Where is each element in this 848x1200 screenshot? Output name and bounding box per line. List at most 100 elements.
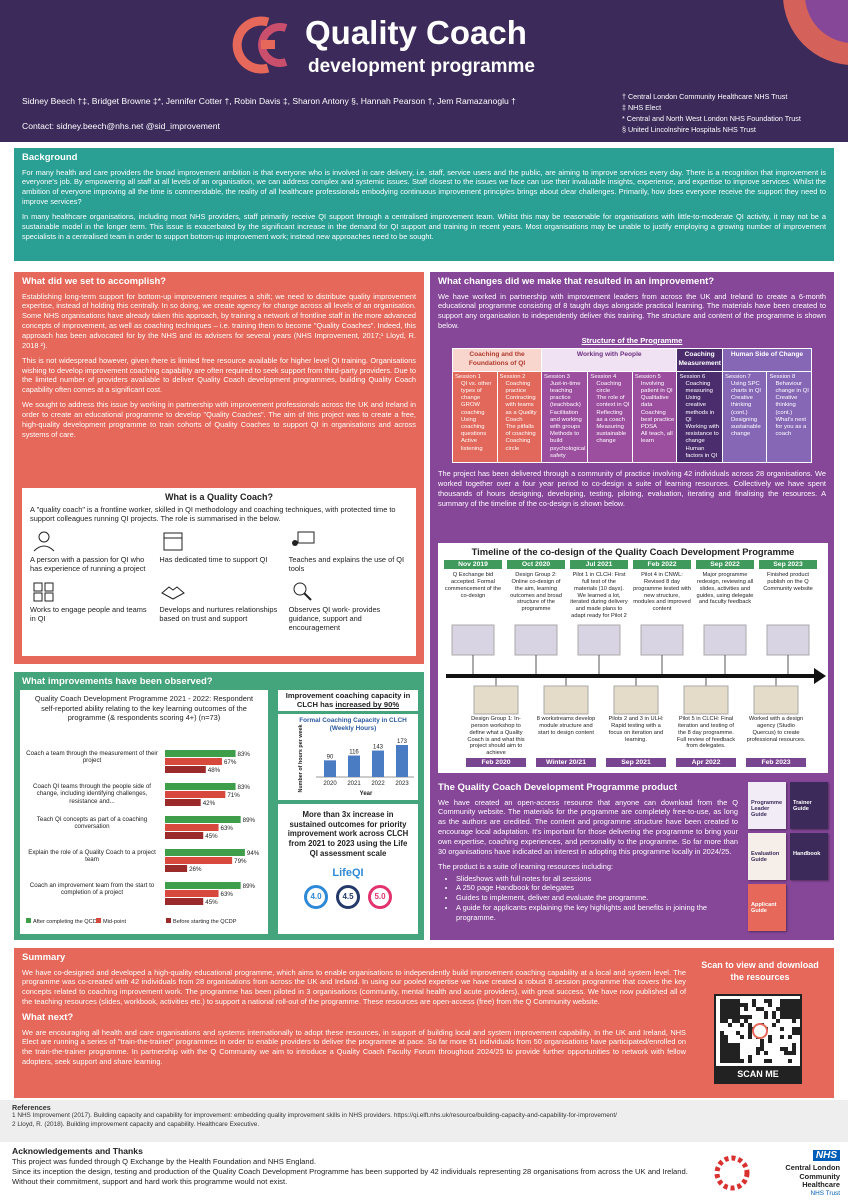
qr-cell <box>736 1059 740 1063</box>
session-item: Using creative methods in QI <box>685 395 720 424</box>
timeline-text: Major programme redesign, reviewing all … <box>696 572 754 606</box>
qr-cell <box>744 1003 748 1007</box>
qr-cell <box>720 1003 724 1007</box>
qr-cell <box>792 1027 796 1031</box>
qr-cell <box>740 1003 744 1007</box>
session-title: Session 4 <box>590 373 617 380</box>
qr-cell <box>720 1059 724 1063</box>
role: Has dedicated time to support QI <box>159 529 278 573</box>
qr-cell <box>780 1027 784 1031</box>
references: References 1 NHS Improvement (2017). Bui… <box>0 1100 848 1142</box>
session-title: Session 1 <box>455 373 481 380</box>
acknowledgements: Acknowledgements and Thanks This project… <box>0 1143 848 1200</box>
lifeqi-logo: LifeQI <box>332 866 364 879</box>
icon-part <box>297 531 315 544</box>
qr-cell <box>736 1055 740 1059</box>
timeline-date: Feb 2022 <box>633 560 691 569</box>
value-label: 42% <box>203 800 216 807</box>
session-item: All teach, all learn <box>641 431 675 445</box>
x-tick-label: 2022 <box>371 781 385 787</box>
structure-title: Structure of the Programme <box>581 336 683 345</box>
session-item: The role of context in QI <box>596 395 630 409</box>
session-cell: Session 6Coaching measuringUsing creativ… <box>677 371 722 463</box>
timeline-text: Worked with a design agency (Studio Quer… <box>746 716 806 743</box>
chart-title: Quality Coach Development Programme 2021… <box>34 694 254 723</box>
timeline-date: Sep 2023 <box>759 560 817 569</box>
qr-cell <box>736 1015 740 1019</box>
timeline-date: Jul 2021 <box>570 560 628 569</box>
session-item: Designing sustainable change <box>731 417 765 439</box>
icon-part <box>163 532 183 551</box>
qr-cell <box>732 999 736 1003</box>
qr-cell <box>796 1031 800 1035</box>
qr-cell <box>740 1059 744 1063</box>
session-title: Session 6 <box>679 373 706 380</box>
list-item: A 250 page Handbook for delegates <box>456 883 738 893</box>
qr-cell <box>724 1059 728 1063</box>
timeline-text: Finished product publish on the Q Commun… <box>763 572 813 592</box>
qr-cell <box>736 1047 740 1051</box>
timeline-image <box>683 685 729 715</box>
outcomes-box: More than 3x increase in sustained outco… <box>278 804 418 934</box>
session-item: Reflecting as a coach <box>596 410 630 424</box>
list-item: Slideshows with full notes for all sessi… <box>456 874 738 884</box>
qr-cell <box>736 1051 740 1055</box>
qr-cell <box>784 1047 788 1051</box>
paragraph: We have created an open-access resource … <box>438 797 738 856</box>
value-label: 89% <box>243 817 256 824</box>
x-tick-label: 2020 <box>323 781 337 787</box>
icon-part <box>291 540 298 546</box>
session-cell: Session 2Coaching practiceContracting wi… <box>497 371 542 463</box>
qr-frame[interactable]: SCAN ME <box>714 994 802 1084</box>
qr-cell <box>756 1007 760 1011</box>
session-item: The pitfalls of coaching <box>506 424 540 438</box>
score: 5.0 <box>368 884 392 909</box>
qr-cell <box>732 1007 736 1011</box>
session-title: Session 2 <box>499 373 526 380</box>
role-text: Develops and nurtures relationships base… <box>159 605 278 623</box>
scan-button[interactable]: SCAN ME <box>716 1066 800 1084</box>
icon-part <box>38 531 50 543</box>
qr-cell <box>740 1023 744 1027</box>
bar <box>372 750 384 777</box>
qr-cell <box>732 1055 736 1059</box>
nhs-logo: NHS <box>812 1150 840 1161</box>
qr-cell <box>796 1007 800 1011</box>
qr-cell <box>768 999 772 1003</box>
legend-label: After completing the QCDP <box>33 919 101 925</box>
qr-cell <box>740 1035 744 1039</box>
paragraph: We sought to address this issue by worki… <box>22 400 416 439</box>
qr-cell <box>780 999 784 1003</box>
qr-cell <box>772 1015 776 1019</box>
qr-cell <box>744 1019 748 1023</box>
qr-code[interactable] <box>718 998 802 1064</box>
qr-cell <box>736 1003 740 1007</box>
qr-cell <box>796 999 800 1003</box>
qr-cell <box>784 1003 788 1007</box>
outcomes-text: More than 3x increase in sustained outco… <box>287 810 409 858</box>
qr-cell <box>728 1043 732 1047</box>
timeline-image <box>703 624 747 656</box>
bar <box>165 783 236 790</box>
session-item: Active listening <box>461 438 495 452</box>
role-icon <box>291 531 315 546</box>
bar <box>165 865 188 872</box>
qr-cell <box>736 1019 740 1023</box>
background-section: Background For many health and care prov… <box>14 148 834 261</box>
bar <box>165 824 219 831</box>
title: Quality Coach <box>305 14 527 51</box>
qr-cell <box>784 1007 788 1011</box>
value-label: 45% <box>205 833 218 840</box>
qr-cell <box>756 1051 760 1055</box>
qr-cell <box>724 999 728 1003</box>
qr-cell <box>764 999 768 1003</box>
qr-cell <box>732 1047 736 1051</box>
qr-cell <box>788 1007 792 1011</box>
chart-title: Improvement coaching capacity in CLCH ha… <box>285 691 411 710</box>
qr-cell <box>720 1051 724 1055</box>
heading: Background <box>22 152 78 163</box>
cover: Evaluation Guide <box>748 833 786 880</box>
session-item: Qualitative data <box>641 395 675 409</box>
qr-cell <box>736 1043 740 1047</box>
